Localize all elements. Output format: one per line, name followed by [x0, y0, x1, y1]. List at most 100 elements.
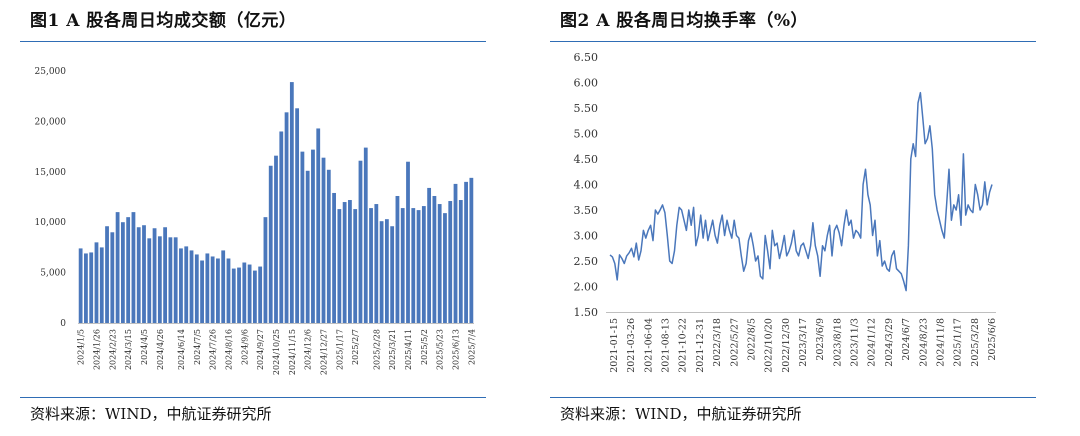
y-tick-label: 1.50: [574, 306, 599, 319]
figure-1-source: 资料来源：WIND，中航证券研究所: [30, 405, 272, 423]
y-tick-label: 5.00: [574, 128, 599, 141]
x-tick-label: 2024/8/16: [224, 329, 233, 370]
y-tick-label: 20,000: [35, 117, 67, 127]
x-tick-label: 2024/12/27: [320, 329, 329, 375]
figure-2-bottom-rule: [550, 397, 1036, 398]
bar: [126, 217, 131, 323]
x-tick-label: 2024/10/25: [272, 329, 281, 375]
x-tick-label: 2024/9/6: [240, 329, 249, 365]
x-tick-label: 2021-08-13: [661, 318, 672, 373]
x-tick-label: 2023/11/3: [850, 318, 861, 367]
x-tick-label: 2025/2/28: [372, 329, 381, 370]
x-tick-label: 2024/4/26: [156, 329, 165, 370]
x-tick-label: 2024/4/5: [140, 329, 149, 365]
y-tick-label: 25,000: [35, 67, 67, 77]
bar: [289, 82, 294, 323]
x-tick-label: 2024/11/8: [935, 318, 946, 367]
x-tick-label: 2025/3/28: [970, 318, 981, 367]
bar: [358, 160, 363, 323]
x-tick-label: 2025/5/23: [436, 329, 445, 370]
bar: [363, 147, 368, 323]
figure-2: 图2 A 股各周日均换手率（%） 1.50 2.00 2.50 3.00 3.50 4.0…: [550, 0, 1060, 436]
x-tick-label: 2024/11/15: [288, 329, 297, 375]
bar: [157, 236, 162, 323]
bar: [316, 128, 321, 323]
bar: [136, 227, 141, 323]
bar: [226, 258, 231, 323]
bar: [268, 165, 273, 323]
bar: [99, 247, 104, 323]
bar: [105, 226, 109, 323]
bar: [295, 108, 300, 323]
bar: [110, 232, 115, 323]
bar: [173, 237, 178, 323]
x-tick-label: 2024/3/29: [884, 318, 895, 367]
bar: [115, 212, 120, 323]
y-tick-label: 10,000: [35, 218, 67, 228]
bar: [437, 204, 442, 323]
bar: [300, 151, 305, 323]
y-tick-label: 2.50: [574, 255, 599, 268]
x-tick-label: 2024/12/6: [304, 329, 313, 370]
x-tick-label: 2025/4/11: [404, 329, 413, 370]
bar: [142, 225, 146, 323]
bar: [432, 195, 437, 323]
bar: [274, 155, 278, 323]
bar: [152, 228, 157, 323]
bar: [242, 262, 247, 323]
x-tick-label: 2023/8/18: [832, 318, 843, 367]
bar: [258, 266, 263, 323]
bar: [78, 248, 83, 323]
y-tick-label: 4.50: [574, 153, 599, 166]
x-tick-label: 2021-01-15: [609, 318, 620, 373]
x-tick-label: 2024/6/14: [177, 329, 186, 370]
bar: [89, 252, 94, 323]
bar: [400, 208, 405, 323]
x-tick-label: 2024/2/23: [108, 329, 117, 370]
x-tick-label: 2024/8/23: [918, 318, 929, 367]
x-tick-label: 2025/2/7: [351, 329, 360, 365]
x-tick-label: 2024/6/7: [901, 318, 912, 361]
bar: [147, 238, 152, 323]
bar: [416, 210, 421, 323]
figure-2-source: 资料来源：WIND，中航证券研究所: [560, 405, 802, 423]
bar: [337, 209, 342, 323]
x-tick-label: 2024/9/27: [256, 329, 265, 370]
bar: [421, 206, 426, 323]
bar: [252, 270, 257, 323]
x-tick-label: 2023/6/9: [815, 318, 826, 361]
line-chart-turnover-rate: 1.50 2.00 2.50 3.00 3.50 4.00 4.50 5.00 5.50 6.00…: [574, 51, 999, 373]
bar: [194, 254, 199, 323]
x-tick-label: 2025/6/6: [987, 318, 998, 361]
x-tick-label: 2021-12-31: [695, 318, 706, 373]
x-tick-label: 2021-06-04: [643, 318, 654, 373]
y-tick-label: 4.00: [574, 179, 599, 192]
x-tick-label: 2021-10-22: [678, 318, 689, 373]
x-tick-label: 2024/1/12: [867, 318, 878, 367]
y-tick-label: 0: [60, 319, 66, 329]
bar: [263, 217, 268, 323]
bar: [406, 161, 410, 323]
bar: [237, 267, 241, 323]
bar: [200, 260, 204, 323]
bar: [443, 213, 447, 323]
bar: [284, 112, 289, 323]
figure-2-title: 图2 A 股各周日均换手率（%）: [560, 11, 809, 31]
x-tick-label: 2022/3/18: [712, 318, 723, 367]
bar: [374, 204, 379, 323]
x-tick-label: 2022/12/30: [781, 318, 792, 373]
bar: [231, 268, 236, 323]
figure-1: 图1 A 股各周日均成交额（亿元） 0 5,000 10,000 15,000 20,0…: [20, 0, 530, 436]
figure-1-title: 图1 A 股各周日均成交额（亿元）: [30, 11, 297, 31]
x-tick-label: 2022/10/20: [764, 318, 775, 373]
bar: [369, 208, 373, 323]
x-tick-label: 2021-03-26: [626, 318, 637, 373]
figure-1-bottom-rule: [20, 397, 486, 398]
bar: [390, 226, 395, 323]
bar: [342, 202, 347, 323]
bar: [448, 201, 453, 323]
x-tick-label: 2024/1/5: [77, 329, 86, 365]
x-tick-label: 2025/6/13: [452, 329, 461, 370]
bar: [353, 209, 358, 323]
bar: [326, 169, 331, 323]
